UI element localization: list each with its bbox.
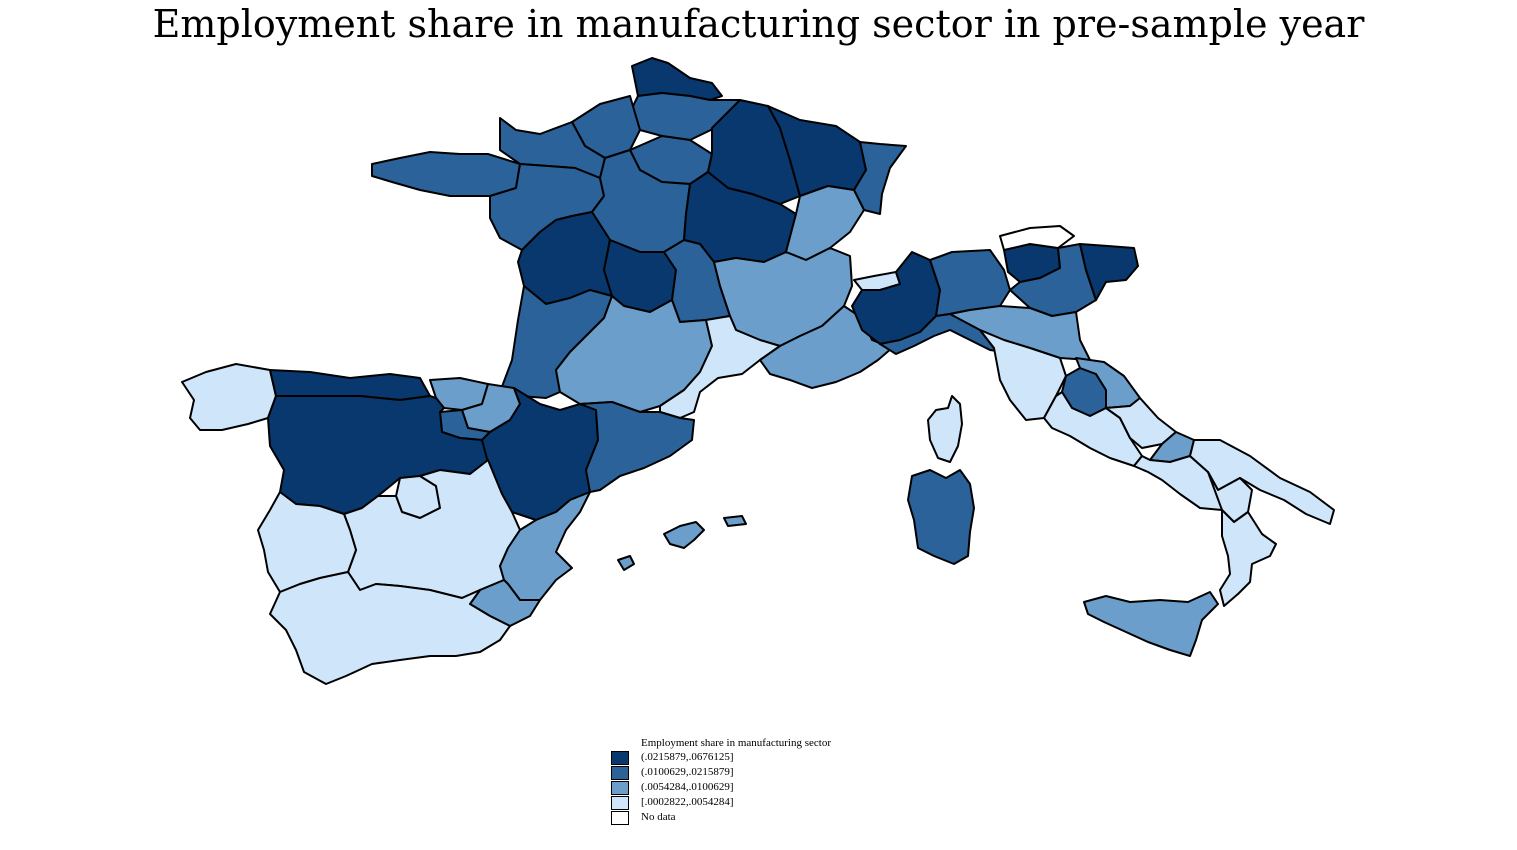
legend-swatch-q3 (611, 765, 629, 780)
region-valencia (499, 491, 591, 601)
legend-label: [.0002822,.0054284] (641, 796, 734, 808)
legend-label: (.0215879,.0676125] (641, 751, 734, 763)
region-sardegna (907, 469, 975, 565)
region-cataluna (579, 401, 695, 493)
legend-swatch-q1 (611, 795, 629, 810)
legend-label: (.0054284,.0100629] (641, 781, 734, 793)
region-baleares (663, 521, 705, 549)
region-calabria (1219, 509, 1277, 607)
legend-item: No data (611, 810, 831, 825)
legend-item: (.0215879,.0676125] (611, 750, 831, 765)
region-franche-comte (785, 185, 865, 261)
region-corse (927, 395, 963, 463)
region-paca (759, 305, 893, 389)
legend-swatch-q2 (611, 780, 629, 795)
region-baleares-menorca (723, 515, 747, 527)
region-champagne-ardenne (707, 99, 801, 205)
region-galicia (181, 363, 277, 431)
legend-label: No data (641, 811, 676, 823)
legend-swatch-nodata (611, 810, 629, 825)
region-bretagne (371, 151, 521, 197)
region-andalucia (269, 571, 511, 685)
region-alto-adige-nodata (999, 225, 1075, 251)
region-friuli (1079, 243, 1139, 301)
region-alsace (853, 141, 907, 215)
region-languedoc-roussillon (659, 315, 781, 419)
page-title: Employment share in manufacturing sector… (152, 2, 1365, 46)
legend-item: (.0054284,.0100629] (611, 780, 831, 795)
legend-label: (.0100629,.0215879] (641, 766, 734, 778)
region-sicilia (1083, 591, 1219, 657)
legend-title: Employment share in manufacturing sector (641, 737, 831, 749)
region-baleares-ibiza (617, 555, 635, 571)
legend-swatch-q4 (611, 750, 629, 765)
legend-item: [.0002822,.0054284] (611, 795, 831, 810)
legend-item: (.0100629,.0215879] (611, 765, 831, 780)
legend: Employment share in manufacturing sector… (611, 737, 831, 825)
